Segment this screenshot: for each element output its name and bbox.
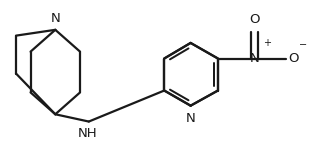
Text: O: O bbox=[288, 52, 298, 65]
Text: −: − bbox=[300, 40, 308, 50]
Text: N: N bbox=[249, 52, 259, 65]
Text: N: N bbox=[50, 12, 60, 25]
Text: NH: NH bbox=[78, 127, 97, 140]
Text: +: + bbox=[263, 38, 271, 48]
Text: O: O bbox=[249, 14, 259, 26]
Text: N: N bbox=[186, 112, 196, 125]
